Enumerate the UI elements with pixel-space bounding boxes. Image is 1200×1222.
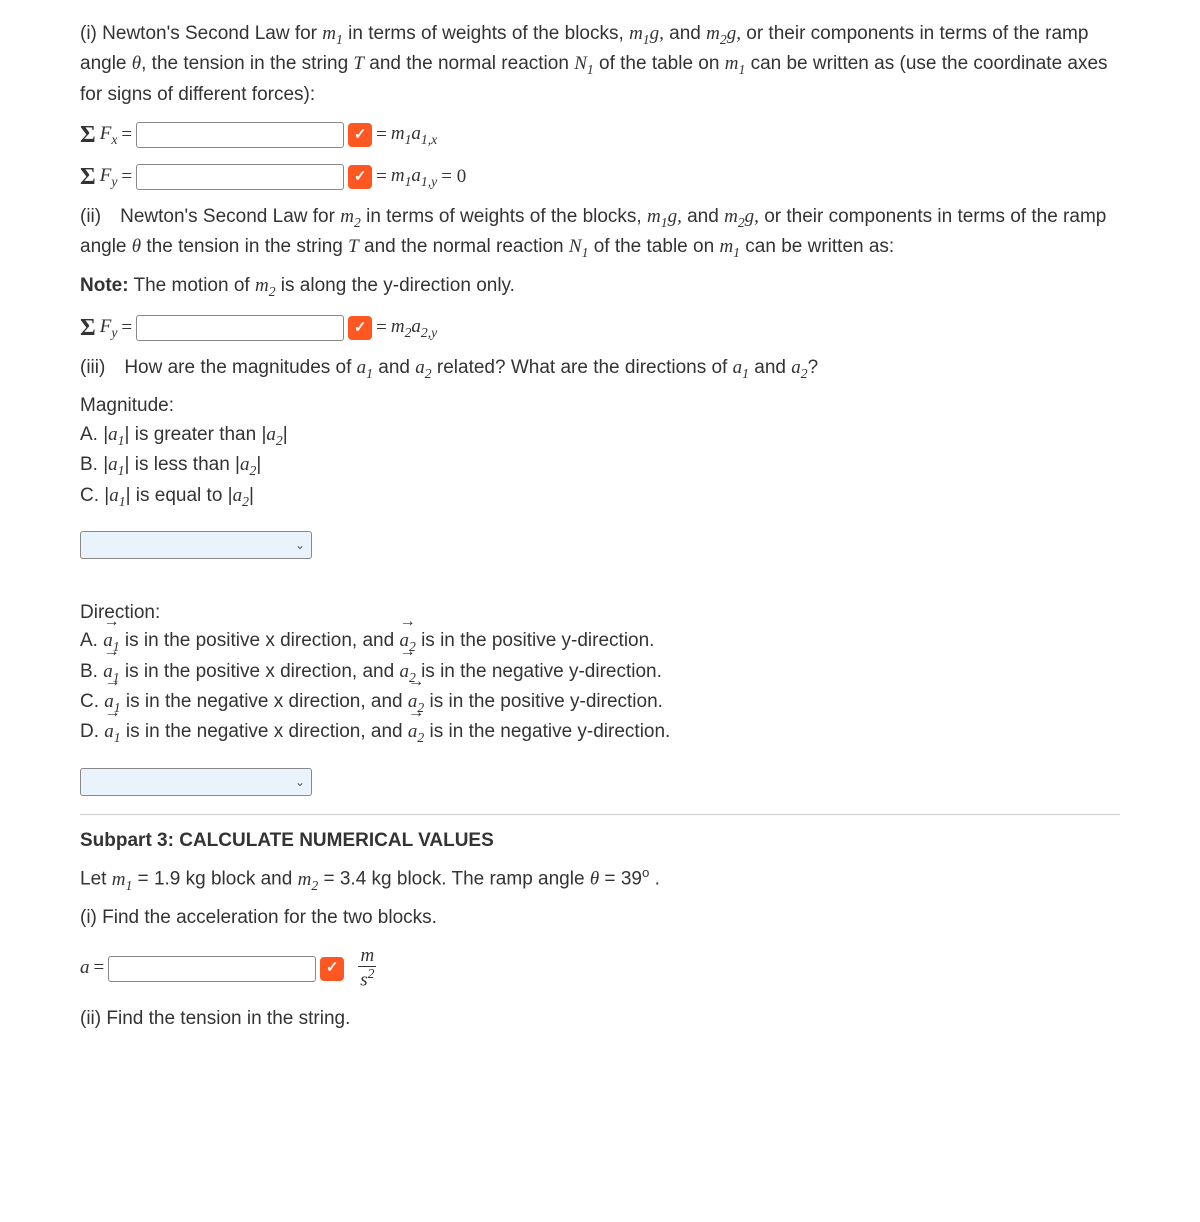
chevron-down-icon: ⌄ (295, 536, 305, 554)
vector-arrow-icon: → (103, 649, 119, 655)
sum-fy-equation: ΣFy = ✓ = m1a1,y = 0 (80, 159, 1120, 195)
part-ii-text: (ii) Newton's Second Law for m2 in terms… (80, 203, 1120, 264)
mag-option-c: C. |a1| is equal to |a2| (80, 482, 1120, 512)
sigma: Σ (80, 159, 96, 195)
dir-option-b: B. →a1 is in the positive x direction, a… (80, 658, 1120, 688)
magnitude-options: Magnitude: A. |a1| is greater than |a2| … (80, 392, 1120, 511)
check-icon: ✓ (348, 316, 372, 340)
acceleration-input[interactable] (108, 956, 316, 982)
dir-option-a: A. →a1 is in the positive x direction, a… (80, 627, 1120, 657)
subpart3-q2: (ii) Find the tension in the string. (80, 1005, 1120, 1034)
vector-arrow-icon: → (103, 619, 119, 625)
part-iii-text: (iii) How are the magnitudes of a1 and a… (80, 354, 1120, 384)
acceleration-equation: a = ✓ m s2 (80, 946, 1120, 990)
check-icon: ✓ (348, 123, 372, 147)
sum-fx-equation: ΣFx = ✓ = m1a1,x (80, 117, 1120, 153)
subpart3-q1: (i) Find the acceleration for the two bl… (80, 904, 1120, 933)
direction-heading: Direction: (80, 599, 1120, 628)
magnitude-heading: Magnitude: (80, 392, 1120, 421)
part-i-text: (i) Newton's Second Law for m1 in terms … (80, 20, 1120, 109)
dir-option-d: D. →a1 is in the negative x direction, a… (80, 718, 1120, 748)
unit-m-per-s2: m s2 (358, 946, 376, 990)
vector-arrow-icon: → (104, 679, 120, 685)
check-icon: ✓ (348, 165, 372, 189)
sum-fy-input[interactable] (136, 164, 344, 190)
dir-option-c: C. →a1 is in the negative x direction, a… (80, 688, 1120, 718)
subpart3-given: Let m1 = 1.9 kg block and m2 = 3.4 kg bl… (80, 863, 1120, 896)
sum-fx-input[interactable] (136, 122, 344, 148)
check-icon: ✓ (320, 957, 344, 981)
mag-option-b: B. |a1| is less than |a2| (80, 451, 1120, 481)
note-text: Note: The motion of m2 is along the y-di… (80, 272, 1120, 302)
vector-arrow-icon: → (104, 710, 120, 716)
chevron-down-icon: ⌄ (295, 773, 305, 791)
mag-option-a: A. |a1| is greater than |a2| (80, 421, 1120, 451)
sum-fy2-input[interactable] (136, 315, 344, 341)
vector-arrow-icon: → (399, 619, 415, 625)
section-divider (80, 814, 1120, 815)
sigma: Σ (80, 310, 96, 346)
subpart3-heading: Subpart 3: CALCULATE NUMERICAL VALUES (80, 827, 1120, 856)
magnitude-select[interactable]: ⌄ (80, 531, 312, 559)
direction-options: Direction: A. →a1 is in the positive x d… (80, 599, 1120, 749)
sigma: Σ (80, 117, 96, 153)
vector-arrow-icon: → (408, 710, 424, 716)
vector-arrow-icon: → (399, 649, 415, 655)
page-content: (i) Newton's Second Law for m1 in terms … (0, 0, 1200, 1061)
vector-arrow-icon: → (408, 679, 424, 685)
sum-fy2-equation: ΣFy = ✓ = m2a2,y (80, 310, 1120, 346)
direction-select[interactable]: ⌄ (80, 768, 312, 796)
